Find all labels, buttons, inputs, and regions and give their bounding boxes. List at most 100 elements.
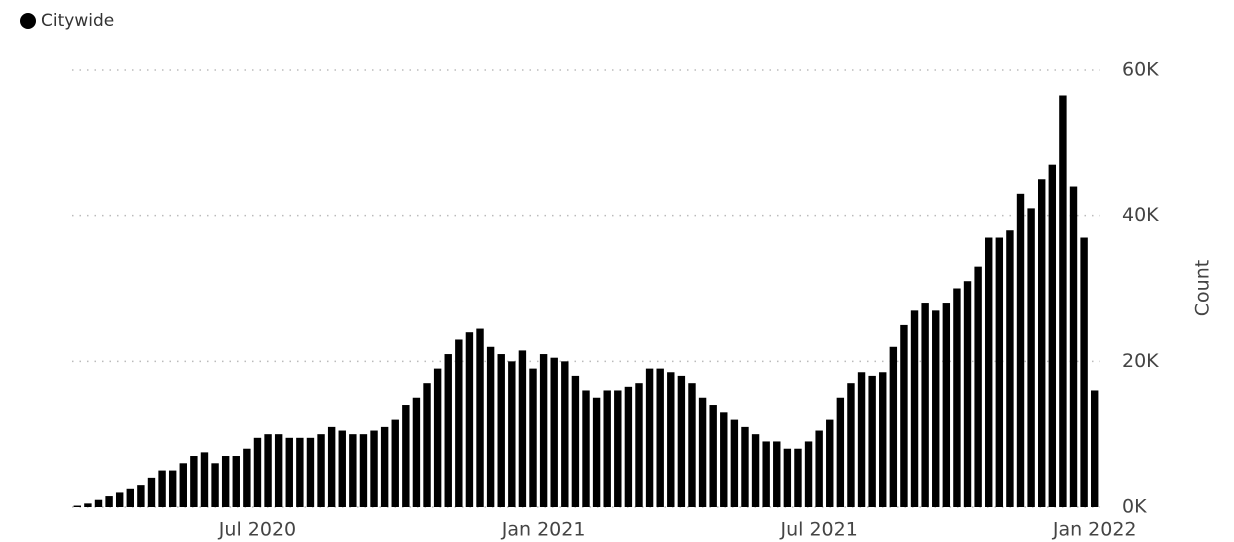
bar bbox=[105, 496, 113, 507]
bar bbox=[476, 328, 484, 507]
bar bbox=[115, 492, 124, 507]
bar bbox=[1059, 95, 1067, 507]
bar bbox=[868, 375, 876, 507]
bar bbox=[826, 419, 834, 507]
bar bbox=[200, 452, 209, 507]
bar bbox=[656, 368, 664, 507]
bar bbox=[296, 437, 304, 507]
bar bbox=[571, 375, 580, 507]
bar bbox=[667, 372, 675, 507]
bar bbox=[1006, 230, 1014, 507]
bar bbox=[306, 437, 315, 507]
bar bbox=[582, 390, 590, 507]
bar bbox=[359, 434, 368, 507]
bar bbox=[698, 397, 707, 507]
y-tick-label: 40K bbox=[1122, 204, 1159, 226]
bar bbox=[804, 441, 813, 507]
bar bbox=[751, 434, 760, 507]
bar bbox=[317, 434, 325, 507]
bar bbox=[603, 390, 611, 507]
bar bbox=[815, 430, 823, 507]
bar bbox=[327, 426, 336, 507]
bar bbox=[211, 463, 219, 507]
bar bbox=[1027, 208, 1035, 507]
bar bbox=[126, 488, 134, 507]
bar bbox=[592, 397, 601, 507]
bar bbox=[688, 383, 696, 507]
bar bbox=[720, 412, 728, 507]
bar bbox=[847, 383, 855, 507]
bar bbox=[1069, 186, 1078, 508]
bar bbox=[518, 350, 527, 507]
bar bbox=[190, 456, 198, 507]
y-tick-label: 20K bbox=[1122, 350, 1159, 372]
bar bbox=[741, 426, 749, 507]
bar bbox=[645, 368, 654, 507]
bar bbox=[889, 346, 898, 507]
bar bbox=[94, 499, 103, 507]
bar bbox=[73, 505, 82, 507]
bar bbox=[486, 346, 495, 507]
bar bbox=[274, 434, 283, 507]
bar bbox=[857, 372, 866, 507]
bar bbox=[1080, 237, 1088, 507]
x-tick-label: Jan 2022 bbox=[1052, 519, 1137, 541]
x-tick-label: Jul 2020 bbox=[218, 519, 296, 541]
bar bbox=[900, 324, 908, 507]
bar bbox=[264, 434, 272, 507]
bar bbox=[539, 354, 548, 507]
bar bbox=[879, 372, 887, 507]
bar bbox=[932, 310, 940, 507]
bar bbox=[836, 397, 845, 507]
bar bbox=[243, 448, 251, 507]
legend-marker bbox=[20, 13, 36, 29]
bar bbox=[412, 397, 421, 507]
bar bbox=[910, 310, 919, 507]
bar bbox=[995, 237, 1004, 507]
bar bbox=[508, 361, 516, 507]
bar bbox=[942, 303, 951, 507]
bar bbox=[221, 456, 230, 507]
bar bbox=[561, 361, 569, 507]
bar bbox=[465, 332, 474, 507]
bar bbox=[147, 477, 156, 507]
bar bbox=[137, 485, 145, 507]
x-tick-label: Jan 2021 bbox=[501, 519, 586, 541]
bar bbox=[953, 288, 961, 507]
bar bbox=[1048, 164, 1057, 507]
bar bbox=[391, 419, 399, 507]
bar bbox=[423, 383, 431, 507]
bar bbox=[232, 456, 240, 507]
bar bbox=[253, 437, 262, 507]
bar bbox=[380, 426, 389, 507]
y-axis-title: Count bbox=[1192, 260, 1214, 316]
bar bbox=[635, 383, 643, 507]
x-tick-label: Jul 2021 bbox=[779, 519, 857, 541]
bar bbox=[963, 281, 972, 507]
bar bbox=[168, 470, 177, 507]
bar bbox=[730, 419, 739, 507]
bar bbox=[1016, 193, 1025, 508]
bar bbox=[402, 405, 410, 507]
bar bbox=[794, 448, 802, 507]
bar bbox=[349, 434, 357, 507]
bar bbox=[179, 463, 187, 507]
bar bbox=[1090, 390, 1099, 507]
bar bbox=[985, 237, 993, 507]
bar bbox=[974, 266, 982, 507]
bar bbox=[709, 405, 717, 507]
bar bbox=[370, 430, 378, 507]
bar bbox=[497, 354, 505, 507]
bar bbox=[921, 303, 929, 507]
bar bbox=[550, 357, 558, 507]
bar bbox=[783, 448, 792, 507]
bar bbox=[84, 503, 92, 507]
bar bbox=[624, 386, 633, 507]
bar bbox=[614, 390, 622, 507]
bar bbox=[773, 441, 781, 507]
y-tick-label: 60K bbox=[1122, 59, 1159, 81]
legend-label: Citywide bbox=[41, 11, 114, 31]
bar bbox=[1038, 179, 1046, 507]
bar bbox=[677, 375, 686, 507]
